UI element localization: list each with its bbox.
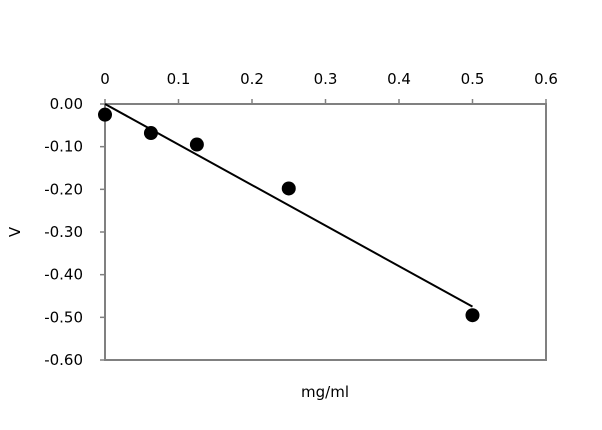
- data-point: [465, 308, 480, 323]
- x-tick-label: 0.2: [240, 70, 264, 88]
- y-tick-label: -0.30: [44, 223, 83, 241]
- x-axis-ticks: [104, 99, 547, 104]
- y-axis-title: V: [6, 226, 24, 237]
- y-axis-tick-labels: 0.00 -0.10 -0.20 -0.30 -0.40 -0.50 -0.60: [44, 95, 83, 369]
- plot-area: [104, 103, 547, 361]
- y-tick-label: -0.10: [44, 138, 83, 156]
- data-point: [143, 126, 158, 141]
- data-point: [98, 107, 112, 122]
- x-tick-label: 0.5: [461, 70, 485, 88]
- y-tick-label: -0.40: [44, 266, 83, 284]
- x-tick-label: 0.4: [387, 70, 411, 88]
- x-tick-label: 0.3: [314, 70, 338, 88]
- y-tick-label: 0.00: [50, 95, 83, 113]
- trendline: [104, 103, 473, 308]
- x-tick-label: 0.1: [167, 70, 191, 88]
- x-axis-title: mg/ml: [301, 383, 349, 401]
- y-tick-label: -0.50: [44, 308, 83, 326]
- y-tick-label: -0.60: [44, 351, 83, 369]
- data-points: [98, 107, 480, 323]
- y-axis-ticks: [100, 103, 105, 361]
- data-point: [189, 137, 204, 152]
- data-point: [281, 181, 296, 196]
- trendline-group: [104, 103, 473, 308]
- y-tick-label: -0.20: [44, 180, 83, 198]
- x-axis-tick-labels: 0 0.1 0.2 0.3 0.4 0.5 0.6: [100, 70, 558, 88]
- x-tick-label: 0: [100, 70, 110, 88]
- x-tick-label: 0.6: [534, 70, 558, 88]
